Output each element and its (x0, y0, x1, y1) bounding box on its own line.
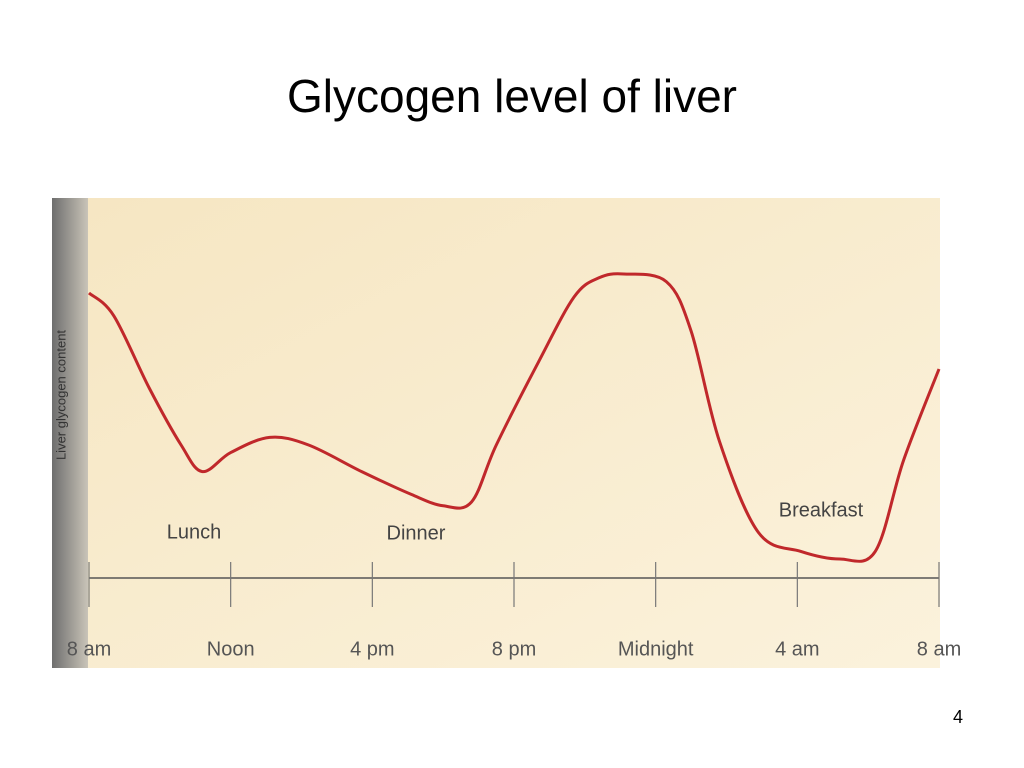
x-tick-label: 4 pm (350, 638, 394, 660)
x-tick-label: 4 am (775, 638, 819, 660)
annotation: Breakfast (779, 499, 864, 521)
chart-background (52, 198, 940, 668)
annotation: Dinner (387, 522, 446, 544)
slide-title: Glycogen level of liver (287, 70, 737, 122)
y-axis-label: Liver glycogen content (53, 330, 68, 460)
chart-edge (52, 198, 88, 668)
x-tick-label: Noon (207, 638, 255, 660)
x-tick-label: 8 am (67, 638, 111, 660)
x-tick-label: 8 pm (492, 638, 536, 660)
x-tick-label: Midnight (618, 638, 694, 660)
annotation: Lunch (167, 521, 222, 543)
glycogen-line (87, 272, 941, 563)
page-number: 4 (953, 707, 963, 727)
x-tick-label: 8 am (917, 638, 961, 660)
